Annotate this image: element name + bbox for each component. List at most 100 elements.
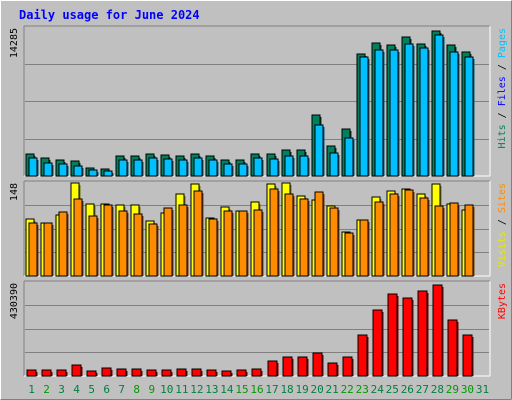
x-tick-label: 12 — [190, 383, 203, 396]
panel-visits-day-28 — [431, 183, 445, 277]
panel-visits-day-2 — [40, 222, 54, 277]
bar-sites — [163, 207, 173, 277]
bar-files — [434, 34, 444, 177]
chart-panels: 14285 Hits / Files / Pages 148 Visits / Sit… — [9, 25, 508, 377]
x-tick-label: 10 — [160, 383, 173, 396]
panel-kbytes-day-30 — [462, 334, 474, 377]
panel-kbytes-day-25 — [387, 293, 399, 377]
bar-sites — [118, 210, 128, 277]
bar-sites — [359, 219, 369, 277]
bar-files — [193, 157, 203, 177]
bar-kbytes — [387, 293, 398, 377]
bar-kbytes — [206, 369, 217, 377]
panel-visits-day-10 — [160, 207, 174, 277]
bar-files — [208, 159, 218, 177]
x-tick-label: 27 — [416, 383, 429, 396]
bar-sites — [58, 211, 68, 277]
bar-sites — [434, 205, 444, 277]
x-tick-label: 21 — [326, 383, 339, 396]
bar-sites — [148, 223, 158, 277]
bar-files — [73, 165, 83, 177]
panel-kbytes-day-6 — [101, 367, 113, 377]
bar-files — [389, 49, 399, 177]
panel-hits-day-13 — [205, 155, 219, 177]
panel-kbytes-day-14 — [221, 370, 233, 377]
bar-sites — [404, 189, 414, 277]
x-tick-label: 7 — [118, 383, 125, 396]
panel-hits-max-label: 14285 — [9, 28, 20, 58]
panel-hits-day-7 — [115, 155, 129, 177]
x-tick-label: 13 — [205, 383, 218, 396]
x-tick-label: 24 — [371, 383, 385, 396]
x-tick-label: 15 — [235, 383, 248, 396]
bar-sites — [223, 210, 233, 277]
panel-kbytes-day-29 — [447, 319, 459, 377]
panel-hits-day-29 — [446, 44, 460, 177]
panel-hits-day-3 — [55, 159, 69, 177]
panel-kbytes-day-4 — [71, 364, 83, 377]
panel-kbytes-day-23 — [357, 334, 369, 377]
panel-kbytes-legend: KBytes — [497, 283, 508, 319]
panel-kbytes-day-19 — [297, 356, 309, 377]
bar-kbytes — [191, 368, 202, 377]
panel-visits-day-30 — [461, 204, 475, 277]
bar-kbytes — [402, 297, 413, 377]
panel-hits-day-4 — [70, 160, 84, 177]
panel-visits-day-23 — [356, 219, 370, 277]
panel-hits-day-5 — [85, 167, 99, 177]
panel-hits-day-20 — [311, 114, 325, 177]
x-tick-label: 17 — [265, 383, 278, 396]
bar-sites — [238, 210, 248, 277]
bar-kbytes — [432, 284, 443, 377]
bar-kbytes — [372, 309, 383, 377]
panel-hits-day-21 — [326, 145, 340, 177]
x-tick-label: 11 — [175, 383, 188, 396]
panel-hits-day-18 — [281, 149, 295, 177]
panel-kbytes-day-8 — [131, 368, 143, 377]
bar-files — [299, 155, 309, 177]
panel-hits-day-23 — [356, 53, 370, 177]
bar-kbytes — [221, 370, 232, 377]
panel-kbytes-day-28 — [432, 284, 444, 377]
panel-visits-day-24 — [371, 196, 385, 277]
panel-kbytes-day-24 — [372, 309, 384, 377]
panel-visits-day-18 — [281, 182, 295, 277]
bar-sites — [253, 209, 263, 277]
panel-hits-day-10 — [160, 154, 174, 177]
x-tick-label: 18 — [280, 383, 293, 396]
bar-sites — [299, 198, 309, 277]
panel-hits-day-26 — [401, 36, 415, 177]
panel-visits: 148 Visits / Sites — [9, 180, 508, 277]
bar-kbytes — [41, 369, 52, 377]
panel-kbytes-day-5 — [86, 370, 98, 377]
bar-files — [103, 170, 113, 177]
bar-sites — [43, 222, 53, 277]
panel-hits-day-14 — [220, 159, 234, 177]
x-tick-label: 19 — [295, 383, 308, 396]
panel-kbytes-day-15 — [236, 369, 248, 377]
x-tick-label: 5 — [88, 383, 95, 396]
panel-visits-day-25 — [386, 190, 400, 277]
panel-hits-day-8 — [130, 155, 144, 177]
bar-kbytes — [342, 356, 353, 377]
x-tick-label: 26 — [401, 383, 414, 396]
panel-visits-day-4 — [70, 182, 84, 277]
bar-files — [404, 43, 414, 177]
bar-files — [43, 162, 53, 177]
x-tick-label: 4 — [73, 383, 80, 396]
panel-hits-day-30 — [461, 51, 475, 177]
x-tick-label: 22 — [341, 383, 354, 396]
bar-kbytes — [447, 319, 458, 377]
panel-visits-day-14 — [220, 206, 234, 277]
panel-hits-day-28 — [431, 30, 445, 177]
panel-hits-day-25 — [386, 44, 400, 177]
panel-kbytes-day-11 — [176, 368, 188, 377]
panel-hits-day-27 — [416, 43, 430, 177]
panel-hits-day-9 — [145, 153, 159, 177]
bar-files — [359, 56, 369, 177]
legend-files: Files — [497, 76, 508, 106]
panel-visits-day-9 — [145, 220, 159, 277]
bar-files — [464, 56, 474, 177]
bar-kbytes — [267, 360, 278, 377]
